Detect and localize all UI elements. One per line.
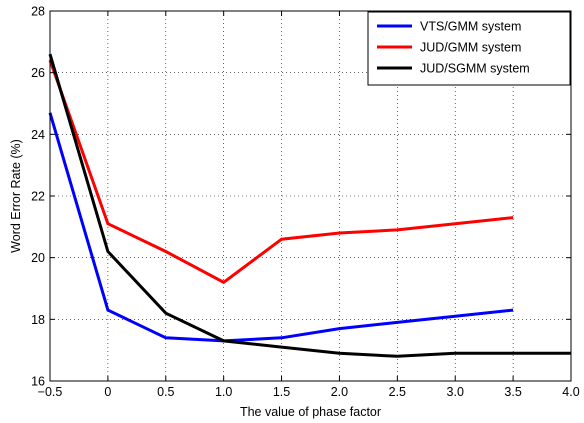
legend-label: JUD/SGMM system bbox=[420, 62, 530, 76]
series-layer bbox=[48, 53, 571, 358]
x-tick-label: 2.5 bbox=[389, 385, 406, 399]
y-tick-label: 24 bbox=[31, 128, 45, 142]
legend-label: VTS/GMM system bbox=[420, 20, 521, 34]
series-line-2 bbox=[48, 59, 514, 285]
x-tick-label: 3.5 bbox=[504, 385, 521, 399]
y-tick-labels: 16 18 20 22 24 26 28 bbox=[31, 5, 45, 389]
x-tick-label: 1.0 bbox=[215, 385, 232, 399]
x-axis-label: The value of phase factor bbox=[240, 405, 381, 419]
y-axis-label: Word Error Rate (%) bbox=[9, 139, 23, 253]
x-tick-label: 2.0 bbox=[331, 385, 348, 399]
y-tick-label: 28 bbox=[31, 5, 45, 19]
y-tick-label: 22 bbox=[31, 190, 45, 204]
x-tick-label: 0.5 bbox=[157, 385, 174, 399]
y-tick-label: 26 bbox=[31, 66, 45, 80]
x-tick-label: 4.0 bbox=[562, 385, 579, 399]
y-tick-label: 16 bbox=[31, 375, 45, 389]
legend: VTS/GMM system JUD/GMM system JUD/SGMM sys… bbox=[367, 11, 571, 86]
legend-label: JUD/GMM system bbox=[420, 41, 521, 55]
axis-ticks bbox=[49, 10, 572, 382]
x-tick-labels: −0.5 0 0.5 1.0 1.5 2.0 2.5 3.0 3.5 4.0 bbox=[38, 385, 580, 399]
y-tick-label: 18 bbox=[31, 313, 45, 327]
x-tick-label: 3.0 bbox=[447, 385, 464, 399]
series-line-1 bbox=[48, 112, 514, 343]
grid bbox=[50, 11, 571, 381]
y-tick-label: 20 bbox=[31, 251, 45, 265]
x-tick-label: 0 bbox=[104, 385, 111, 399]
x-tick-label: 1.5 bbox=[273, 385, 290, 399]
x-tick-label: −0.5 bbox=[38, 385, 63, 399]
series-line-3 bbox=[48, 53, 571, 358]
